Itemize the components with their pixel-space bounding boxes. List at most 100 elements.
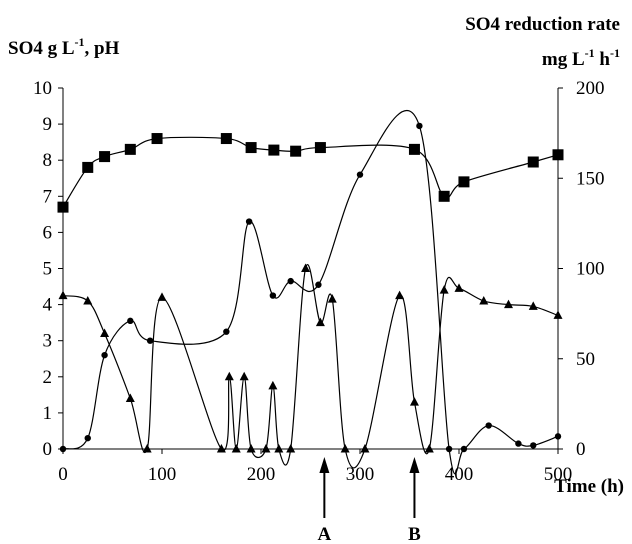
y-right-tick-label: 150 [576, 168, 605, 189]
circle-marker [84, 434, 91, 442]
square-marker [82, 161, 94, 173]
triangle-marker [315, 317, 325, 327]
square-marker [151, 133, 163, 145]
y-left-tick-label: 3 [43, 331, 53, 352]
triangle-marker [100, 328, 110, 337]
circle-marker [59, 445, 67, 453]
square-marker [57, 201, 69, 213]
circle-marker [101, 351, 108, 359]
y-right-tick-label: 0 [576, 439, 586, 460]
triangle-marker [268, 380, 278, 390]
triangle-marker [301, 263, 311, 272]
annotation-arrowhead-b [409, 457, 420, 473]
triangle-marker [261, 444, 271, 453]
y-left-tick-label: 6 [43, 222, 53, 243]
series-lines [62, 109, 559, 475]
y-left-tick-label: 8 [43, 150, 53, 171]
y-right-tick-label: 200 [576, 78, 605, 99]
square-marker [552, 149, 564, 161]
triangle-marker [409, 397, 419, 406]
y-left-axis-title: SO4 g L-1, pH [8, 35, 120, 59]
circle-marker [515, 440, 522, 447]
y-right-tick-label: 50 [576, 349, 595, 370]
x-tick-label: 100 [148, 464, 177, 485]
y-left-tick-label: 7 [43, 186, 53, 207]
annotation-label-b: B [408, 524, 421, 544]
triangle-marker [424, 444, 434, 453]
circle-marker [416, 122, 423, 130]
triangle-marker [504, 299, 513, 309]
circle-marker [223, 328, 230, 335]
triangle-marker [360, 444, 370, 453]
triangle-marker [239, 371, 249, 381]
triangle-marker [327, 294, 337, 303]
triangle-marker [479, 295, 489, 305]
circle-marker [315, 281, 322, 288]
square-marker [438, 190, 450, 202]
square-marker [314, 142, 326, 154]
series-markers [57, 122, 564, 453]
circle-marker [554, 433, 562, 440]
triangle-marker [286, 444, 296, 453]
square-marker [124, 143, 136, 155]
circle-marker [460, 445, 468, 453]
square-marker [527, 156, 539, 168]
circle-marker [485, 422, 492, 429]
x-tick-label: 300 [346, 464, 375, 485]
y-left-tick-label: 2 [43, 367, 53, 388]
circle-marker [146, 337, 154, 344]
y-left-tick-label: 4 [43, 295, 53, 316]
triangle-marker [231, 444, 241, 453]
triangle-marker [274, 444, 284, 453]
circle-marker [356, 171, 364, 178]
y-left-tick-label: 0 [43, 439, 53, 460]
triangle-marker [83, 295, 93, 305]
triangle-marker [528, 301, 538, 310]
x-tick-label: 400 [445, 464, 474, 485]
triangle-marker [224, 371, 234, 381]
square-marker [290, 145, 302, 157]
square-series-line [62, 136, 559, 208]
square-marker [458, 176, 470, 188]
square-marker [268, 144, 280, 156]
triangle-marker [553, 310, 563, 319]
circle-series-line [62, 109, 559, 475]
triangle-marker [125, 393, 135, 402]
x-tick-label: 200 [247, 464, 276, 485]
triangle-marker [395, 290, 405, 300]
square-marker [99, 151, 111, 163]
square-marker [220, 133, 232, 145]
y-left-tick-label: 10 [33, 78, 52, 99]
circle-marker [287, 277, 294, 285]
y-left-tick-label: 5 [43, 259, 53, 280]
x-axis-title: Time (h) [554, 476, 624, 497]
triangle-marker [246, 444, 256, 453]
triangle-marker [58, 290, 68, 300]
square-marker [408, 143, 420, 155]
y-right-axis-title-line2: mg L-1 h-1 [542, 46, 620, 70]
triangle-marker [340, 444, 350, 453]
triangle-marker [142, 444, 152, 453]
circle-marker [445, 445, 453, 453]
annotation-arrowhead-a [319, 457, 330, 473]
x-tick-label: 500 [544, 464, 573, 485]
triangle-marker [439, 285, 449, 294]
y-right-axis-title-line1: SO4 reduction rate [465, 14, 620, 35]
circle-marker [530, 442, 537, 449]
y-right-tick-label: 100 [576, 259, 605, 280]
x-tick-label: 0 [58, 464, 68, 485]
circle-marker [269, 292, 277, 299]
circle-marker [245, 218, 253, 225]
triangle-marker [216, 444, 226, 453]
y-left-tick-label: 9 [43, 114, 53, 135]
triangle-series-line [62, 264, 559, 469]
annotation-label-a: A [317, 524, 331, 544]
triangle-marker [157, 292, 167, 301]
square-marker [245, 142, 257, 154]
circle-marker [127, 317, 134, 325]
triangle-marker [454, 283, 464, 292]
y-left-tick-label: 1 [43, 403, 53, 424]
